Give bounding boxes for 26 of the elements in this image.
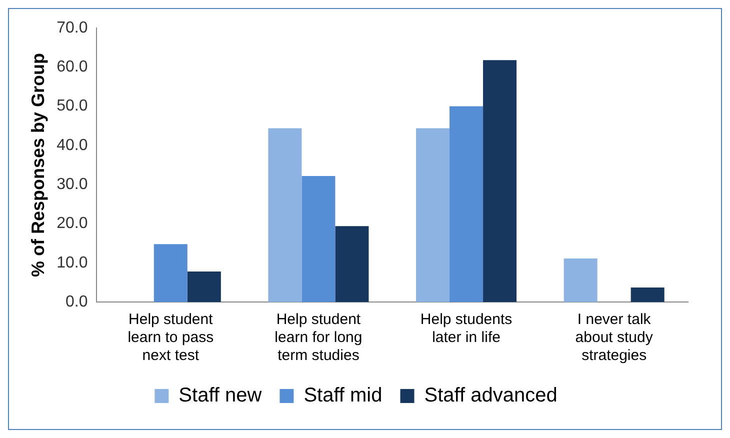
bar bbox=[187, 271, 221, 302]
y-tick-label: 30.0 bbox=[56, 176, 88, 193]
legend-label: Staff advanced bbox=[424, 384, 558, 407]
bar bbox=[630, 288, 664, 302]
y-tick-label: 70.0 bbox=[56, 19, 88, 36]
bar bbox=[154, 244, 188, 302]
x-tick-label: Help students later in life bbox=[420, 311, 512, 346]
x-tick-label: Help student learn for long term studies bbox=[274, 311, 362, 364]
y-tick-label: 0.0 bbox=[65, 293, 88, 310]
bar bbox=[450, 106, 484, 302]
y-tick-label: 20.0 bbox=[56, 215, 88, 232]
y-axis-title: % of Responses by Group bbox=[28, 52, 48, 278]
y-tick-label: 60.0 bbox=[56, 58, 88, 76]
bar bbox=[302, 176, 336, 302]
x-tick-label: Help student learn to pass next test bbox=[128, 311, 214, 364]
legend-label: Staff new bbox=[178, 384, 262, 407]
y-tick-label: 10.0 bbox=[56, 254, 88, 272]
y-tick-label: 50.0 bbox=[56, 98, 88, 115]
bar bbox=[416, 128, 450, 302]
bar bbox=[483, 60, 517, 302]
bar bbox=[335, 226, 369, 302]
x-tick-label: I never talk about study strategies bbox=[575, 311, 654, 364]
bar bbox=[268, 128, 302, 302]
bar bbox=[564, 258, 598, 302]
y-tick-label: 40.0 bbox=[56, 136, 88, 154]
legend-label: Staff mid bbox=[304, 384, 382, 407]
